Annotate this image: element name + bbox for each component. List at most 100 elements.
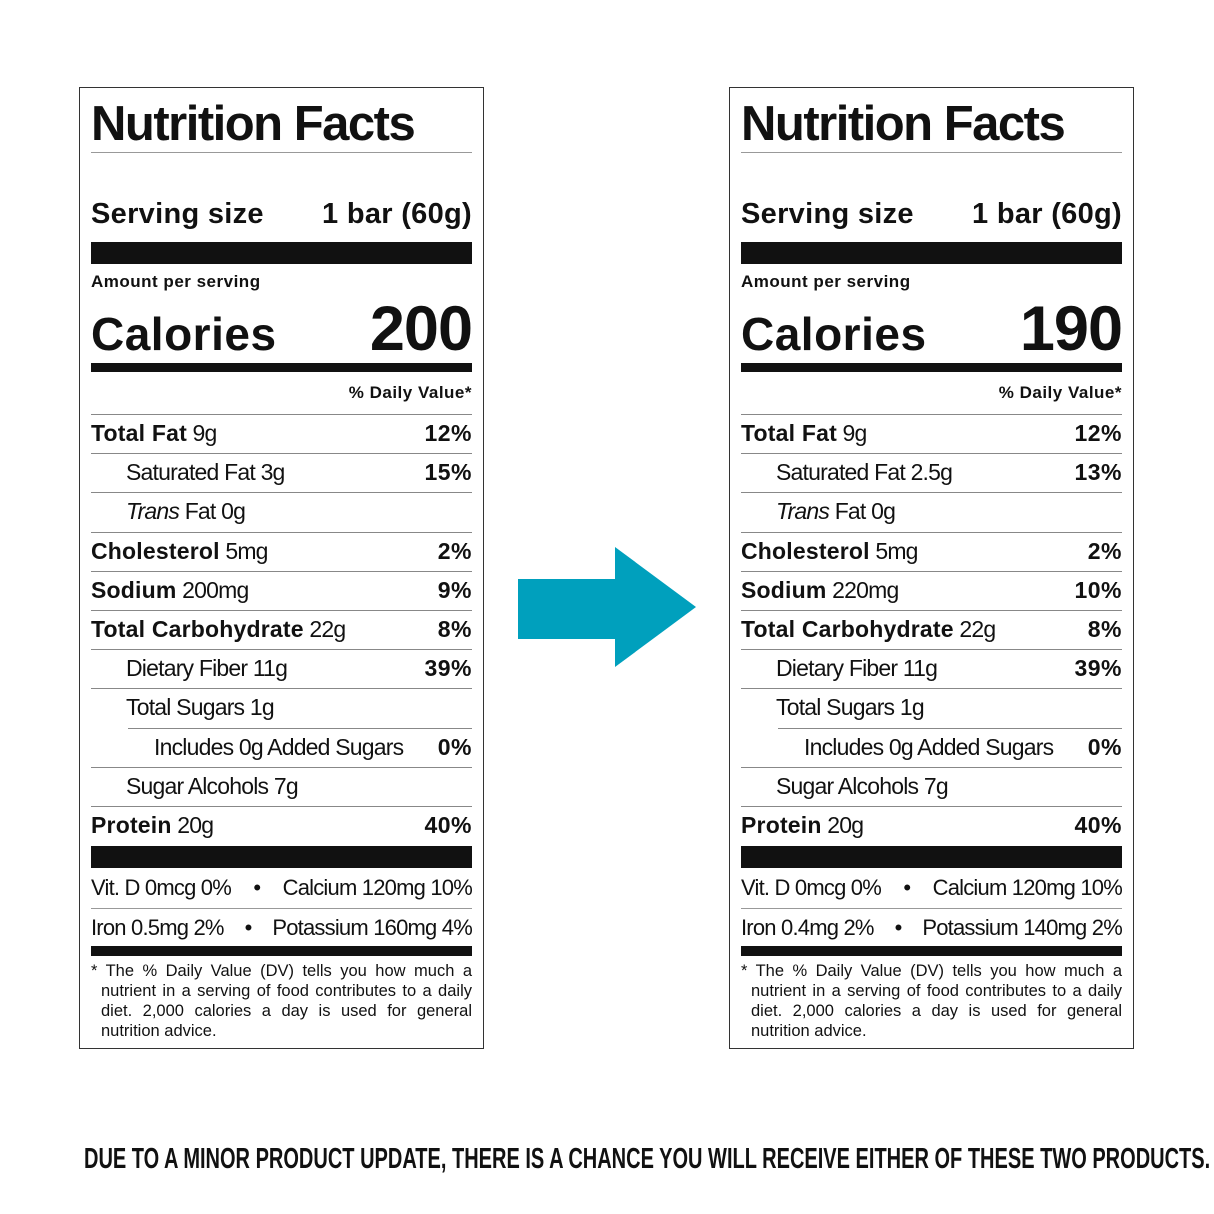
nutrient-row: Total Fat 9g 12% [741,414,1122,453]
divider [91,908,472,909]
nutrient-name-amount: Saturated Fat 2.5g [741,459,953,486]
nutrient-name: Protein [91,812,172,838]
nutrient-amount: 11g [252,655,288,682]
nutrient-name: Cholesterol [741,537,870,564]
row-divider [741,492,1122,494]
nutrient-name: Total Sugars [126,694,245,721]
row-divider [91,766,472,768]
nutrient-name: Dietary Fiber [126,655,248,682]
nutrient-name-amount: Sodium 220mg [741,576,899,604]
row-divider [741,766,1122,768]
nutrient-name: Includes 0g Added Sugars [804,733,1054,760]
amount-per-serving: Amount per serving [741,272,911,291]
nutrient-name: Sodium [91,576,177,603]
nutrient-amount: 0g [871,498,896,525]
row-divider [741,806,1122,807]
serving-label: Serving size [741,198,914,230]
nutrient-daily-value: 8% [1087,616,1122,642]
thick-bar [741,363,1122,372]
nutrient-row: Sugar Alcohols 7g [741,766,1122,806]
nutrient-row: Includes 0g Added Sugars 0% [91,727,472,767]
nutrient-row: Total Carbohydrate 22g 8% [741,610,1122,649]
calories: Calories 190 [741,293,1123,365]
nutrient-daily-value: 2% [1087,537,1122,564]
nutrient-name-amount: Sugar Alcohols 7g [741,772,949,800]
row-divider [91,531,472,533]
nutrient-name-amount: Total Fat 9g [91,420,217,447]
nutrient-name-amount: Cholesterol 5mg [91,538,268,565]
nutrient-row: Protein 20g 40% [741,806,1122,845]
nutrient-amount: 220mg [832,576,899,603]
nutrient-daily-value: 39% [424,655,472,682]
serving-size: Serving size 1 bar (60g) [91,198,472,231]
nutrient-daily-value: 0% [1087,733,1122,760]
nutrient-row: Saturated Fat 3g 15% [91,453,472,492]
mineral-right: Potassium 160mg 4% [272,915,472,940]
mineral-left: Iron 0.4mg 2% [741,915,874,940]
nutrient-row: Total Carbohydrate 22g 8% [91,610,472,649]
row-divider [741,610,1122,611]
row-divider [91,492,472,494]
nutrient-amount: 5mg [875,537,918,564]
nutrient-name-amount: Includes 0g Added Sugars [91,734,404,761]
nutrient-amount: 7g [923,772,949,799]
nutrient-amount: 200mg [182,576,249,603]
row-divider [91,414,472,415]
nutrient-amount: 3g [260,459,286,486]
row-divider [741,414,1122,415]
nutrient-name: Total Sugars [776,694,895,721]
nutrient-row: Cholesterol 5mg 2% [91,531,472,571]
nutrient-amount: 5mg [225,537,268,564]
nutrient-name-amount: Cholesterol 5mg [741,538,918,565]
nutrient-amount: 11g [902,655,938,682]
nutrient-row: Saturated Fat 2.5g 13% [741,453,1122,492]
serving-size: Serving size 1 bar (60g) [741,198,1122,231]
nutrient-name-suffix: Fat [834,498,867,525]
mineral-row: Iron 0.5mg 2% • Potassium 160mg 4% [91,909,473,947]
nutrient-row: Cholesterol 5mg 2% [741,531,1122,571]
nutrient-name: Trans [126,498,180,525]
nutrient-name-amount: Trans Fat 0g [741,498,896,525]
serving-label: Serving size [91,198,264,230]
label-title: Nutrition Facts [91,97,416,151]
bullet-icon: • [253,875,261,900]
nutrient-name: Sugar Alcohols [126,772,269,799]
nutrient-daily-value: 0% [437,733,472,760]
footnote: * The % Daily Value (DV) tells you how m… [91,962,472,1040]
nutrition-label-original: Nutrition Facts Serving size 1 bar (60g) Am… [79,87,484,1049]
nutrient-amount: 20g [827,812,864,838]
nutrient-daily-value: 10% [1074,576,1122,603]
nutrient-name-amount: Total Fat 9g [741,420,867,447]
mineral-right: Calcium 120mg 10% [282,875,473,900]
row-divider [91,570,472,572]
nutrient-name-suffix: Fat [184,498,217,525]
nutrient-name-amount: Dietary Fiber 11g [91,655,288,682]
bullet-icon: • [903,875,911,900]
bullet-icon: • [244,915,253,940]
nutrient-name-amount: Sodium 200mg [91,576,249,604]
arrow-right-icon [518,547,696,667]
nutrient-name: Total Fat [91,420,187,446]
daily-value-header: % Daily Value* [998,383,1122,402]
nutrient-name-amount: Total Carbohydrate 22g [91,616,346,643]
nutrient-row: Sugar Alcohols 7g [91,766,472,806]
label-title: Nutrition Facts [741,97,1066,151]
divider [741,152,1122,153]
nutrient-row: Sodium 220mg 10% [741,570,1122,610]
nutrient-row: Total Sugars 1g [741,688,1122,727]
row-divider [741,531,1122,533]
nutrient-name-amount: Protein 20g [91,812,214,839]
row-divider [91,806,472,807]
nutrient-name-amount: Total Sugars 1g [741,694,925,721]
calories-label: Calories [91,308,277,360]
nutrient-row: Protein 20g 40% [91,806,472,845]
daily-value-header: % Daily Value* [348,383,472,402]
amount-per-serving: Amount per serving [91,272,261,291]
nutrient-row: Dietary Fiber 11g 39% [91,649,472,688]
nutrient-amount: 0g [221,498,246,525]
row-divider [741,570,1122,572]
row-divider [91,453,472,455]
nutrient-name-amount: Protein 20g [741,812,864,839]
thick-bar [91,242,472,264]
nutrient-amount: 22g [309,616,346,642]
